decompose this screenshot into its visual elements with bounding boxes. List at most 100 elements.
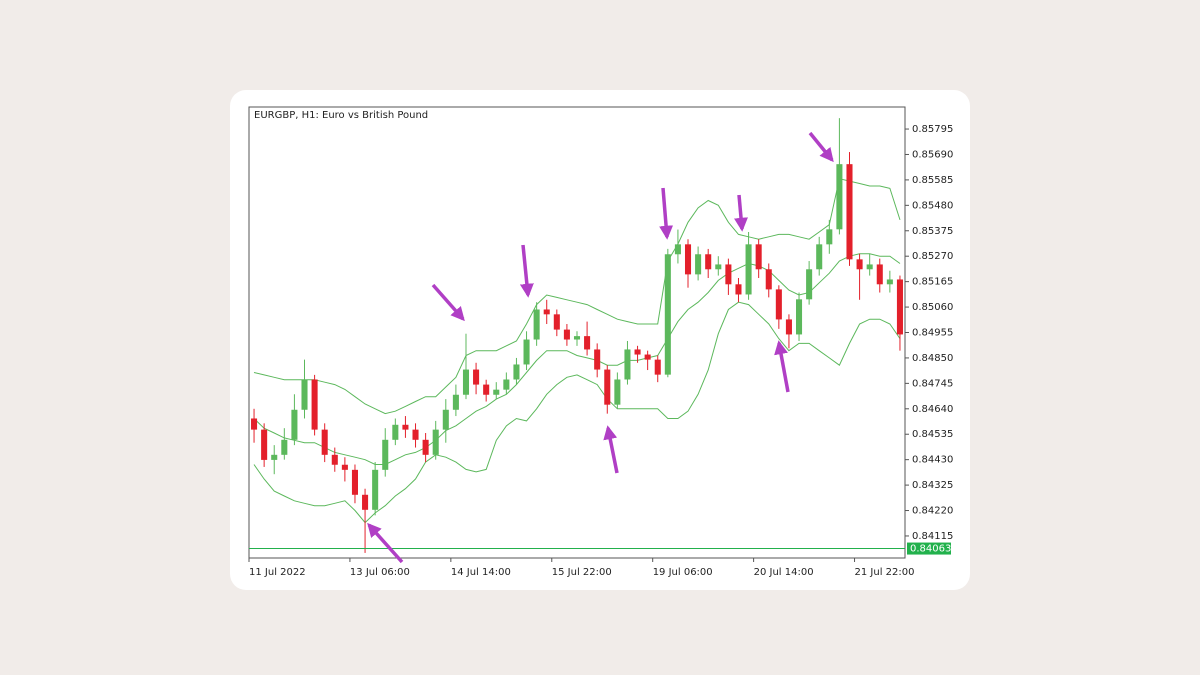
y-tick-label: 0.84535 — [912, 429, 953, 440]
y-tick-label: 0.85270 — [912, 251, 953, 262]
candle-body — [715, 264, 722, 270]
candle-body — [442, 409, 449, 430]
candle-body — [503, 379, 510, 390]
y-tick-label: 0.85060 — [912, 302, 953, 313]
candle-body — [533, 309, 540, 340]
candle-body — [412, 429, 419, 440]
candle-body — [684, 244, 692, 275]
band-line — [253, 253, 901, 465]
band-line — [253, 301, 901, 524]
candle-body — [493, 389, 500, 395]
y-tick-label: 0.85375 — [912, 226, 953, 237]
candle-body — [594, 349, 601, 370]
y-tick-label: 0.85690 — [912, 149, 953, 160]
arrow — [808, 131, 834, 163]
candle-body — [351, 469, 358, 495]
candle-body — [604, 369, 611, 405]
arrow — [774, 340, 790, 393]
candle-body — [543, 309, 550, 315]
candle-body — [725, 264, 732, 285]
candle-body — [422, 439, 429, 455]
y-tick-label: 0.84850 — [912, 353, 953, 364]
y-tick-label: 0.84745 — [912, 378, 953, 389]
candle-body — [281, 439, 288, 455]
y-tick-label: 0.84325 — [912, 480, 953, 491]
y-tick-label: 0.84220 — [912, 506, 953, 517]
candle-body — [291, 409, 298, 440]
x-tick-label: 11 Jul 2022 — [249, 567, 306, 578]
last-price-label: 0.84063 — [910, 544, 951, 555]
candle-body — [402, 424, 409, 430]
y-tick-label: 0.85585 — [912, 175, 953, 186]
candle-body — [473, 369, 480, 385]
y-tick-label: 0.84640 — [912, 404, 953, 415]
candle-body — [735, 284, 742, 295]
candle-body — [341, 464, 348, 470]
candle-body — [261, 429, 268, 460]
candle-body — [674, 244, 681, 255]
arrows — [367, 131, 834, 564]
candle-body — [654, 359, 661, 375]
candle-body — [462, 369, 470, 395]
candle-body — [331, 454, 338, 465]
candle-body — [452, 394, 459, 410]
candle-body — [836, 164, 843, 230]
last-price-tag — [907, 542, 951, 555]
candle-body — [806, 269, 813, 300]
arrow — [659, 187, 674, 240]
candle-body — [664, 254, 671, 375]
candle-body — [785, 319, 792, 335]
chart-title: EURGBP, H1: Euro vs British Pound — [254, 110, 428, 121]
candle-body — [644, 354, 651, 360]
x-tick-label: 19 Jul 06:00 — [653, 567, 713, 578]
candle-body — [483, 384, 490, 395]
band-line — [253, 178, 901, 415]
y-tick-label: 0.85795 — [912, 124, 953, 135]
candle-body — [392, 424, 399, 440]
candle-body — [886, 279, 893, 285]
candle-body — [745, 244, 752, 295]
candle-body — [372, 469, 379, 510]
candle-body — [271, 454, 278, 460]
candle-body — [553, 314, 560, 330]
candle-body — [846, 164, 853, 260]
arrow — [431, 283, 465, 322]
x-tick-label: 21 Jul 22:00 — [855, 567, 915, 578]
candle-body — [362, 494, 369, 510]
candle-body — [866, 264, 873, 270]
candle-body — [321, 429, 328, 455]
candle-body — [563, 329, 570, 340]
y-tick-label: 0.85480 — [912, 200, 953, 211]
arrow — [367, 522, 404, 564]
candle-body — [634, 349, 641, 355]
candle-body — [755, 244, 762, 270]
candle-body — [775, 289, 782, 320]
candle-body — [513, 364, 520, 380]
candle-body — [311, 379, 318, 430]
candle-body — [382, 439, 389, 470]
candle-body — [614, 379, 621, 405]
candle-body — [523, 339, 530, 365]
candle-body — [584, 336, 591, 350]
arrow — [603, 425, 619, 474]
candle-body — [856, 259, 863, 270]
candle-body — [432, 429, 439, 455]
x-tick-label: 15 Jul 22:00 — [552, 567, 612, 578]
arrow — [519, 244, 534, 298]
y-tick-label: 0.84115 — [912, 531, 953, 542]
candle-body — [624, 349, 631, 380]
y-tick-label: 0.84955 — [912, 328, 953, 339]
candle-body — [896, 279, 903, 335]
plot: 0.85795 0.85690 0.85585 0.85480 0.85375 0.852… — [248, 118, 953, 578]
x-tick-label: 13 Jul 06:00 — [350, 567, 410, 578]
candle-body — [705, 254, 712, 270]
candle-body — [765, 269, 772, 290]
candle-body — [573, 336, 581, 340]
candle-body — [876, 264, 883, 285]
candle-body — [796, 299, 803, 335]
y-tick-label: 0.85165 — [912, 277, 953, 288]
x-tick-label: 14 Jul 14:00 — [451, 567, 511, 578]
candle-body — [301, 379, 308, 410]
candle-body — [695, 254, 702, 275]
